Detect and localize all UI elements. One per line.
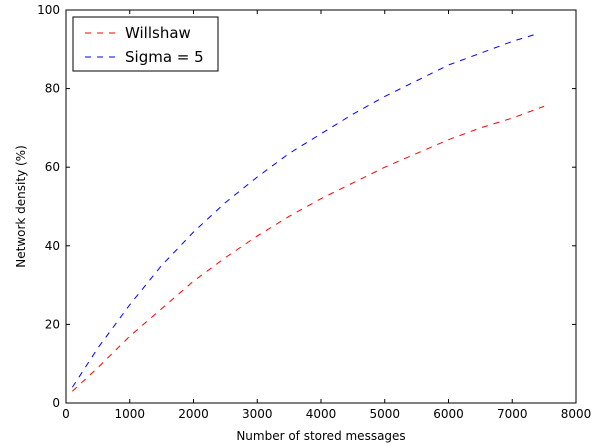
x-tick-label: 8000 (561, 407, 592, 421)
x-tick-label: 6000 (433, 407, 464, 421)
y-tick-label: 40 (45, 239, 60, 253)
legend-label-sigma-5: Sigma = 5 (125, 48, 204, 66)
series-line-willshaw (72, 105, 545, 392)
x-tick-label: 2000 (178, 407, 209, 421)
legend: Willshaw Sigma = 5 (72, 16, 219, 72)
y-tick-label: 100 (37, 3, 60, 17)
x-axis-label: Number of stored messages (236, 429, 405, 443)
x-tick-label: 7000 (497, 407, 528, 421)
plot-frame (65, 9, 577, 404)
y-tick-label: 60 (45, 160, 60, 174)
series-line-sigma-5 (71, 33, 538, 388)
legend-label-willshaw: Willshaw (125, 24, 191, 42)
y-axis-label: Network density (%) (14, 145, 28, 268)
x-tick-label: 5000 (369, 407, 400, 421)
x-tick-label: 4000 (306, 407, 337, 421)
y-tick-labels: 0 20 40 60 80 100 (37, 3, 60, 410)
plot-area (66, 10, 576, 403)
x-tick-labels: 0 1000 2000 3000 4000 5000 6000 7000 8000 (62, 407, 591, 421)
y-tick-label: 80 (45, 82, 60, 96)
y-tick-label: 20 (45, 317, 60, 331)
series-layer (71, 33, 545, 392)
y-tick-label: 0 (52, 396, 60, 410)
legend-box (72, 16, 219, 72)
x-tick-label: 3000 (242, 407, 273, 421)
x-tick-label: 1000 (114, 407, 145, 421)
x-tick-label: 0 (62, 407, 70, 421)
